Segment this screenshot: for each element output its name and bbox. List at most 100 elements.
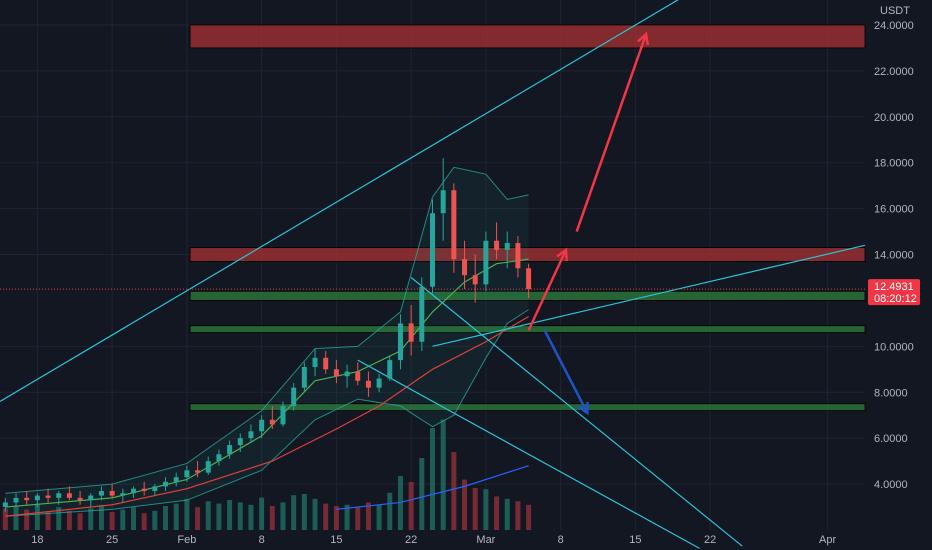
candle-body [13, 497, 19, 503]
trendline[interactable] [432, 244, 866, 347]
price-tick-label: 4.0000 [874, 479, 908, 491]
trendlines[interactable] [0, 0, 866, 549]
trendline[interactable] [0, 0, 721, 402]
candle-body [462, 259, 468, 276]
time-tick-label: Mar [476, 534, 495, 546]
bollinger-upper [5, 166, 529, 494]
candle-body [515, 243, 521, 269]
volume-bar [120, 509, 126, 530]
candle-body [365, 380, 371, 388]
candle-body [98, 490, 104, 496]
price-tick-label: 14.0000 [874, 250, 914, 262]
candle-body [184, 470, 190, 478]
volume-bar [141, 513, 147, 530]
volume-bar [163, 506, 169, 530]
price-tick-label: 16.0000 [874, 204, 914, 216]
volume-bar [45, 512, 51, 530]
volume-bar [504, 498, 510, 530]
moving-average-line [336, 465, 529, 510]
bollinger-fill [5, 167, 529, 517]
volume-bar [98, 504, 104, 530]
candle-body [56, 493, 62, 498]
candle-body [109, 490, 115, 496]
candle-body [2, 502, 8, 508]
volume-bar [462, 479, 468, 530]
price-tick-label: 18.0000 [874, 158, 914, 170]
volume-bar [195, 507, 201, 530]
volume-bar [494, 496, 500, 530]
arrow-shaft[interactable] [527, 249, 568, 331]
support-zone [189, 325, 866, 333]
volume-bar [152, 510, 158, 530]
time-tick-label: 15 [629, 534, 641, 546]
candle-body [333, 369, 339, 377]
candle-body [376, 378, 382, 388]
volume-bar [88, 508, 94, 530]
time-axis[interactable]: 18 25 Feb 8 15 22 Mar 8 15 22 Apr [31, 534, 836, 546]
volume-bar [184, 498, 190, 530]
time-tick-label: 25 [106, 534, 118, 546]
candle-body [301, 367, 307, 388]
arrow-head[interactable] [556, 247, 568, 261]
time-tick-label: 8 [259, 534, 265, 546]
volume-bar [77, 513, 83, 530]
volume-bar [344, 504, 350, 530]
candle-body [408, 323, 414, 342]
candle-body [195, 470, 201, 473]
price-tick-label: 6.0000 [874, 433, 908, 445]
volume-bar [376, 504, 382, 530]
volume-bar [34, 503, 40, 530]
candle-body [259, 419, 265, 432]
price-tick-label: 10.0000 [874, 341, 914, 353]
volume-bar [280, 502, 286, 530]
bollinger-lower [5, 309, 529, 517]
time-tick-label: 18 [31, 534, 43, 546]
projection-arrows[interactable] [527, 31, 650, 416]
volume-bar [355, 507, 361, 530]
candle-body [344, 371, 350, 377]
price-zones [189, 24, 866, 412]
candle-body [483, 240, 489, 285]
arrow-head[interactable] [637, 31, 650, 46]
candle-body [323, 357, 329, 370]
candle-body [152, 486, 158, 491]
candle-body [163, 481, 169, 487]
volume-bar [259, 497, 265, 530]
trendline[interactable] [357, 359, 700, 549]
candle-body [248, 431, 254, 439]
arrow-head[interactable] [577, 401, 589, 416]
candle-body [397, 323, 403, 361]
candle-body [291, 387, 297, 407]
volume-bar [173, 503, 179, 530]
candle-body [504, 243, 510, 250]
volume-bar [323, 503, 329, 530]
volume-bar [312, 498, 318, 530]
currency-label: USDT [880, 5, 910, 17]
price-box [868, 279, 920, 306]
price-countdown: 08:20:12 [874, 293, 917, 305]
volume-bar [227, 500, 233, 530]
support-zone [189, 403, 866, 412]
trendline[interactable] [410, 277, 743, 547]
support-zone [189, 290, 866, 301]
candle-body [494, 240, 500, 250]
candle-body [430, 213, 435, 287]
volume-bar [248, 504, 254, 530]
price-tick-label: 24.0000 [874, 20, 914, 32]
volume-bar [472, 488, 478, 530]
volume-bar [515, 501, 521, 530]
volume-bar [387, 492, 393, 530]
volume-bar [216, 503, 222, 530]
arrow-shaft[interactable] [575, 33, 648, 232]
candle-body [141, 488, 147, 491]
price-tick-label: 8.0000 [874, 387, 908, 399]
price-axis[interactable]: USDT 24.0000 22.0000 20.0000 18.0000 16.0000… [874, 5, 914, 491]
candle-body [387, 360, 393, 379]
arrow-shaft[interactable] [543, 329, 589, 414]
candle-body [66, 493, 72, 498]
candle-body [227, 445, 233, 455]
volume-bar [13, 506, 19, 530]
candle-body [205, 461, 211, 473]
